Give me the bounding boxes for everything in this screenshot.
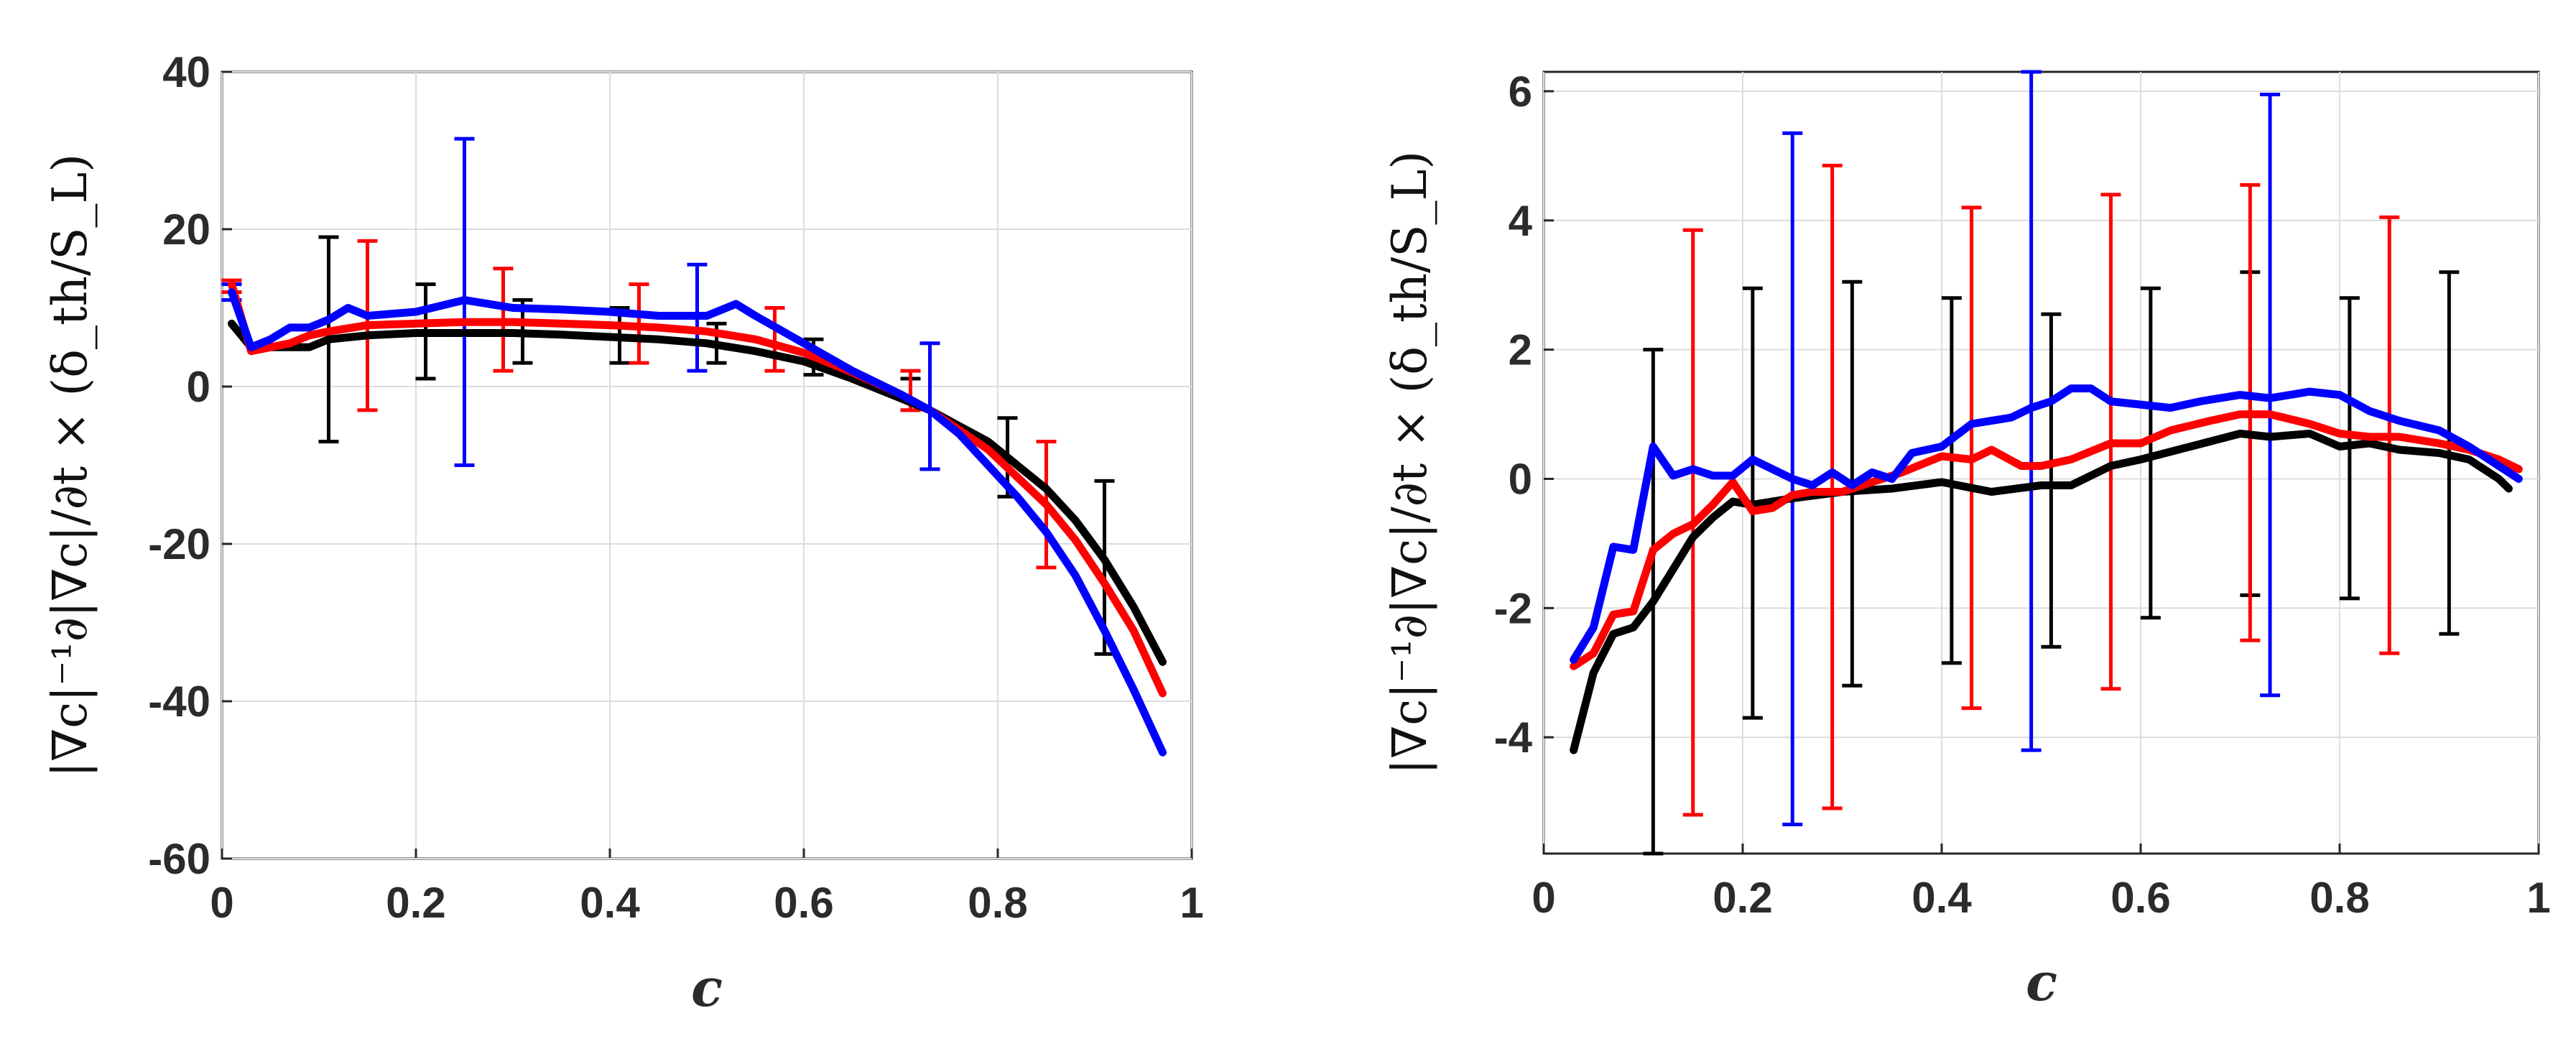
left-y-axis-label: |∇c|⁻¹∂|∇c|/∂t × (δ_th/S_L) (42, 154, 98, 777)
left-x-tick-label: 1 (1180, 879, 1203, 927)
left-y-tick-label: 0 (187, 363, 210, 411)
right-x-axis-label: c (2026, 951, 2057, 1012)
left-series-blue-line (228, 288, 1167, 757)
left-series-lines (228, 280, 1167, 757)
left-x-tick-label: 0 (210, 879, 233, 927)
left-y-tick-label: -60 (148, 835, 210, 883)
left-tick-labels: 0 0.2 0.4 0.6 0.8 1 -60 -40 -20 0 20 40 (148, 48, 1203, 927)
right-series-black-line (1570, 430, 2513, 754)
left-x-axis-label: c (691, 957, 723, 1018)
left-red-errorbar (764, 306, 785, 373)
right-y-tick-label: 6 (1509, 68, 1532, 116)
left-series-black-line (228, 319, 1167, 666)
right-x-tick-label: 0.2 (1713, 874, 1772, 922)
right-series-blue-line (1570, 384, 2523, 664)
left-series-red-line (228, 280, 1167, 698)
right-series-red-line (1570, 410, 2523, 670)
left-x-tick-label: 0.6 (774, 879, 833, 927)
left-y-tick-label: 40 (162, 48, 210, 96)
right-series-lines (1570, 384, 2523, 754)
right-chart-panel: 0 0.2 0.4 0.6 0.8 1 -4 -2 0 2 4 6 c |∇c|⁻¹∂|∇c|/∂t … (1382, 68, 2551, 1012)
right-x-tick-label: 0.8 (2309, 874, 2369, 922)
right-x-tick-label: 0.6 (2111, 874, 2170, 922)
left-plot-area (221, 70, 1193, 860)
left-x-tick-label: 0.4 (580, 879, 640, 927)
right-y-tick-label: 4 (1509, 197, 1533, 245)
left-x-tick-label: 0.2 (386, 879, 445, 927)
right-y-tick-label: 0 (1509, 455, 1532, 503)
right-x-tick-label: 0 (1532, 874, 1555, 922)
right-y-tick-label: -4 (1494, 713, 1533, 762)
right-tick-labels: 0 0.2 0.4 0.6 0.8 1 -4 -2 0 2 4 6 (1494, 68, 2551, 922)
right-x-tick-label: 0.4 (1912, 874, 1972, 922)
right-black-errorbar (2041, 312, 2062, 649)
left-chart-panel: 0 0.2 0.4 0.6 0.8 1 -60 -40 -20 0 20 40 c |∇c|⁻¹∂|∇… (42, 48, 1204, 1018)
left-x-tick-label: 0.8 (968, 879, 1027, 927)
right-grid (1542, 72, 2540, 854)
right-red-errorbar (1822, 163, 1843, 810)
left-y-tick-label: -20 (148, 520, 210, 568)
left-y-tick-label: 20 (162, 205, 210, 254)
left-y-tick-label: -40 (148, 678, 210, 726)
left-grid (221, 70, 1193, 860)
right-y-tick-label: -2 (1494, 584, 1532, 632)
right-y-axis-label: |∇c|⁻¹∂|∇c|/∂t × (δ_th/S_L) (1382, 151, 1437, 775)
right-x-tick-label: 1 (2526, 874, 2550, 922)
right-y-tick-label: 2 (1509, 326, 1532, 374)
